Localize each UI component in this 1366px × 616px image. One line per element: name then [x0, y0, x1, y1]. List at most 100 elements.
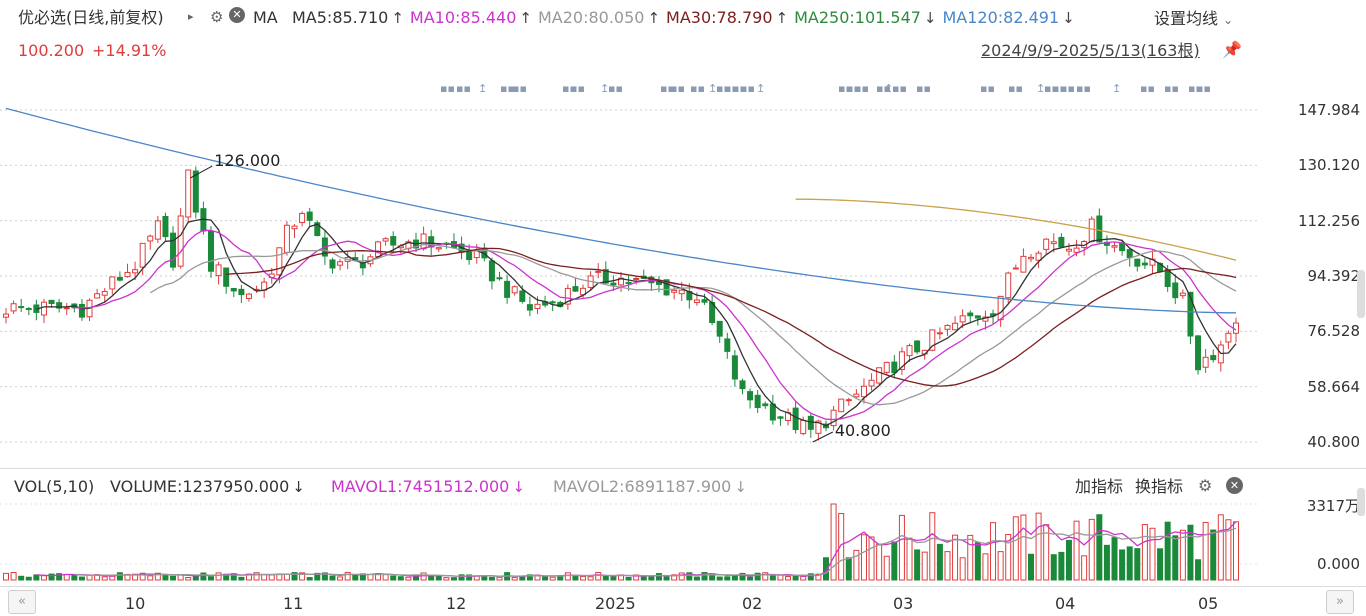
- volume-bar[interactable]: [724, 576, 731, 581]
- candle-body[interactable]: [48, 299, 55, 304]
- volume-bar[interactable]: [693, 576, 700, 581]
- candle-body[interactable]: [1225, 332, 1232, 343]
- candle-body[interactable]: [40, 301, 47, 316]
- candle-body[interactable]: [1187, 291, 1194, 337]
- volume-bar[interactable]: [967, 534, 974, 581]
- candle-body[interactable]: [215, 264, 222, 277]
- candle-body[interactable]: [564, 287, 571, 305]
- event-marker-icon[interactable]: ↥: [1112, 82, 1121, 95]
- volume-bar[interactable]: [1126, 546, 1133, 581]
- candle-body[interactable]: [276, 247, 283, 276]
- volume-bar[interactable]: [200, 572, 207, 581]
- volume-bar[interactable]: [397, 576, 404, 581]
- event-marker-icon[interactable]: ▪▪: [716, 82, 731, 95]
- volume-bar[interactable]: [906, 537, 913, 581]
- candle-body[interactable]: [420, 233, 427, 250]
- candle-body[interactable]: [1210, 355, 1217, 361]
- volume-bar[interactable]: [898, 514, 905, 581]
- candle-body[interactable]: [466, 250, 473, 261]
- volume-bar[interactable]: [974, 542, 981, 581]
- volume-bar[interactable]: [435, 575, 442, 581]
- volume-bar[interactable]: [147, 575, 154, 581]
- candle-body[interactable]: [830, 409, 837, 427]
- volume-bar[interactable]: [731, 574, 738, 581]
- volume-bar[interactable]: [815, 573, 822, 581]
- candle-body[interactable]: [602, 269, 609, 284]
- volume-bar[interactable]: [602, 575, 609, 581]
- event-marker-icon[interactable]: ▪▪: [740, 82, 755, 95]
- candle-body[interactable]: [959, 315, 966, 323]
- candle-body[interactable]: [496, 277, 503, 280]
- candle-body[interactable]: [223, 267, 230, 287]
- event-marker-icon[interactable]: ▪▪: [1076, 82, 1091, 95]
- volume-bar[interactable]: [1217, 514, 1224, 581]
- volume-bar[interactable]: [883, 555, 890, 581]
- volume-bar[interactable]: [420, 572, 427, 581]
- candle-body[interactable]: [208, 230, 214, 272]
- candle-body[interactable]: [762, 403, 769, 407]
- candle-body[interactable]: [1028, 256, 1034, 260]
- volume-bar[interactable]: [929, 512, 936, 581]
- volume-bar[interactable]: [860, 534, 867, 581]
- volume-bar[interactable]: [648, 576, 655, 581]
- event-marker-icon[interactable]: ↥: [478, 82, 487, 95]
- volume-gear-icon[interactable]: ⚙: [1198, 476, 1213, 495]
- volume-bar[interactable]: [580, 576, 587, 581]
- volume-bar[interactable]: [321, 572, 328, 581]
- volume-bar[interactable]: [959, 557, 966, 581]
- event-marker-icon[interactable]: ▪▪: [1164, 82, 1179, 95]
- volume-bar[interactable]: [1073, 520, 1080, 581]
- volume-bar[interactable]: [868, 536, 875, 581]
- volume-bar[interactable]: [830, 503, 837, 581]
- event-marker-icon[interactable]: ↥: [1036, 82, 1045, 95]
- event-marker-icon[interactable]: ▪▪: [1060, 82, 1075, 95]
- candle-body[interactable]: [3, 313, 9, 318]
- event-marker-icon[interactable]: ▪▪: [660, 82, 675, 95]
- volume-bar[interactable]: [1157, 548, 1164, 581]
- volume-bar[interactable]: [56, 573, 63, 581]
- date-range[interactable]: 2024/9/9-2025/5/13(163根): [981, 41, 1200, 60]
- volume-bar[interactable]: [86, 574, 93, 581]
- volume-bar[interactable]: [769, 575, 776, 581]
- volume-bar[interactable]: [1111, 537, 1118, 581]
- candle-body[interactable]: [139, 242, 146, 268]
- candle-body[interactable]: [967, 312, 974, 317]
- volume-bar[interactable]: [564, 572, 571, 581]
- event-marker-icon[interactable]: ▪▪: [854, 82, 869, 95]
- event-marker-icon[interactable]: ▪▪: [512, 82, 527, 95]
- volume-bar[interactable]: [306, 577, 313, 581]
- volume-bar[interactable]: [1210, 529, 1217, 581]
- candle-body[interactable]: [1065, 248, 1072, 252]
- candle-body[interactable]: [147, 235, 154, 242]
- candle-body[interactable]: [952, 322, 959, 331]
- event-marker-icon[interactable]: ▪▪: [732, 82, 747, 95]
- volume-bar[interactable]: [610, 576, 617, 581]
- volume-bar[interactable]: [990, 522, 997, 581]
- volume-bar[interactable]: [952, 534, 959, 581]
- candle-body[interactable]: [1088, 218, 1095, 243]
- volume-bar[interactable]: [701, 572, 708, 581]
- event-marker-icon[interactable]: ▪▪: [892, 82, 907, 95]
- candle-body[interactable]: [693, 299, 700, 304]
- candle-body[interactable]: [101, 290, 108, 296]
- candle-body[interactable]: [291, 225, 298, 230]
- event-marker-icon[interactable]: ▪▪: [980, 82, 995, 95]
- volume-bar[interactable]: [982, 553, 989, 581]
- candle-body[interactable]: [929, 329, 936, 351]
- candle-body[interactable]: [359, 262, 366, 269]
- pin-icon[interactable]: 📌: [1222, 40, 1242, 59]
- volume-bar[interactable]: [1233, 521, 1239, 581]
- volume-bar[interactable]: [1081, 555, 1088, 581]
- candle-body[interactable]: [56, 302, 63, 309]
- volume-bar[interactable]: [823, 557, 829, 581]
- candle-body[interactable]: [754, 394, 761, 408]
- candle-body[interactable]: [511, 286, 518, 294]
- candle-body[interactable]: [739, 380, 746, 390]
- candle-body[interactable]: [245, 293, 252, 299]
- candle-body[interactable]: [230, 287, 237, 292]
- candle-body[interactable]: [185, 169, 192, 218]
- candle-body[interactable]: [724, 338, 731, 352]
- volume-bar[interactable]: [845, 557, 852, 581]
- candle-body[interactable]: [18, 306, 25, 309]
- candle-body[interactable]: [534, 303, 541, 310]
